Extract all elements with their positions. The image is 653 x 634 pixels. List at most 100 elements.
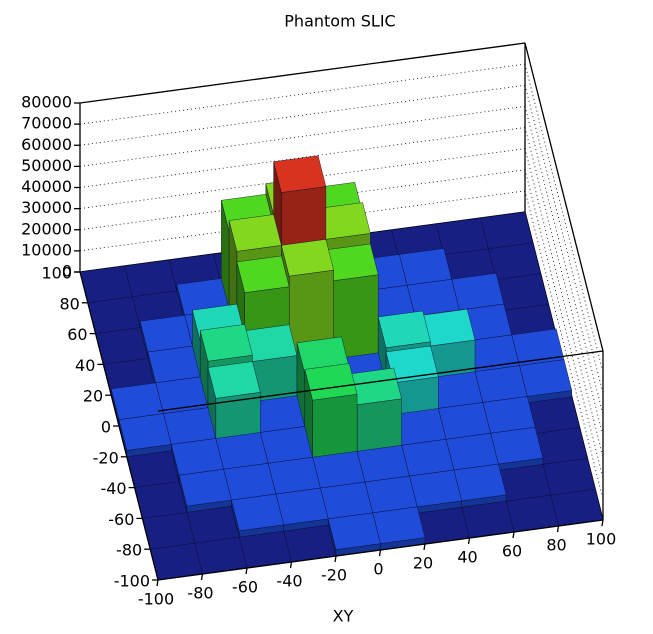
x-tick-label: -40 [276, 572, 302, 591]
grid-line [524, 127, 604, 436]
y-tick-label: 60 [67, 325, 87, 344]
z-tick-label: 60000 [21, 135, 72, 154]
x-tick [334, 555, 337, 563]
bar-top [163, 407, 217, 445]
x-tick-label: -100 [138, 590, 174, 609]
grid-line [524, 190, 604, 499]
bar-top [273, 155, 327, 193]
grid-line [79, 63, 526, 125]
bar [480, 211, 534, 250]
bar-top [199, 324, 253, 362]
x-tick [245, 567, 248, 575]
bar [231, 493, 284, 538]
bar-top [171, 438, 224, 476]
x-tick-label: 80 [546, 536, 566, 555]
bar-top [260, 426, 313, 464]
bar-top [134, 481, 188, 519]
bar-top [482, 396, 536, 434]
bar-top [480, 211, 534, 250]
y-tick-label: -100 [114, 572, 150, 591]
bar-top [438, 402, 491, 440]
bar-top [401, 439, 455, 477]
x-tick-label: 0 [373, 560, 383, 579]
grid-line [524, 85, 604, 394]
grid-line [79, 127, 526, 188]
y-tick-label: -40 [100, 479, 126, 498]
bar-top [267, 457, 321, 495]
bar-top [399, 248, 452, 286]
x-tick [556, 525, 560, 533]
x-axis-label: XY [333, 607, 354, 626]
bar-top [406, 279, 460, 317]
bar-top [223, 463, 277, 501]
bar-top [377, 310, 431, 348]
bar-top [231, 493, 284, 532]
bar-top [281, 239, 334, 277]
x-tick-label: -20 [321, 566, 347, 585]
grid-line [524, 106, 604, 415]
bar-top [207, 361, 261, 399]
z-tick-label: 50000 [21, 156, 72, 175]
bar-top [215, 432, 269, 470]
y-tick-label: 40 [75, 356, 95, 375]
bar [542, 458, 596, 496]
x-tick-label: 40 [457, 548, 477, 567]
bar-top [142, 512, 195, 550]
y-tick-label: -80 [116, 541, 142, 560]
x-tick [289, 561, 293, 569]
bar-top [409, 469, 462, 508]
box-edge [524, 42, 604, 352]
bar-top [228, 214, 282, 252]
z-tick-label: 30000 [21, 198, 72, 217]
bar [304, 363, 358, 464]
bar-top [490, 427, 544, 465]
bar [124, 259, 178, 298]
z-tick-label: 80000 [21, 93, 72, 112]
bar-top [178, 469, 232, 507]
grid-line [79, 84, 526, 146]
bar-top [147, 345, 201, 384]
grid-line [524, 148, 604, 457]
bar-top [422, 308, 476, 347]
bar [178, 469, 232, 513]
bar-top [312, 451, 366, 489]
grid-line [524, 64, 604, 373]
bar [134, 481, 188, 519]
box-edge [79, 42, 526, 104]
bar-top [95, 327, 149, 365]
bar [95, 327, 149, 365]
y-tick-label: 100 [41, 264, 72, 283]
grid-line [79, 105, 526, 167]
y-tick-label: 20 [83, 387, 103, 406]
bar-top [453, 463, 507, 502]
y-tick-label: -60 [108, 510, 134, 529]
bar-top [139, 315, 193, 353]
bar-top [385, 345, 439, 383]
bar [118, 413, 172, 458]
bar [142, 512, 195, 550]
x-tick [512, 531, 515, 539]
bar [519, 359, 573, 404]
bar-top [79, 265, 133, 304]
box-edge [157, 350, 604, 412]
bar-top [364, 475, 418, 514]
bar [79, 265, 133, 304]
z-tick-label: 0 [62, 262, 72, 281]
bar-top [327, 512, 381, 550]
bar-top [542, 458, 596, 496]
bar-top [474, 365, 528, 403]
x-tick-label: -80 [187, 584, 213, 603]
x-tick [378, 549, 382, 557]
bar-top [110, 382, 164, 420]
x-tick [200, 573, 204, 581]
bar [87, 296, 141, 334]
x-tick-label: 20 [413, 554, 433, 573]
bar-top [87, 296, 141, 334]
bar-top [186, 506, 240, 544]
grid-line [524, 169, 604, 478]
bar-top [356, 445, 410, 483]
bar-top [236, 255, 290, 293]
y-tick-label: 80 [59, 294, 79, 313]
